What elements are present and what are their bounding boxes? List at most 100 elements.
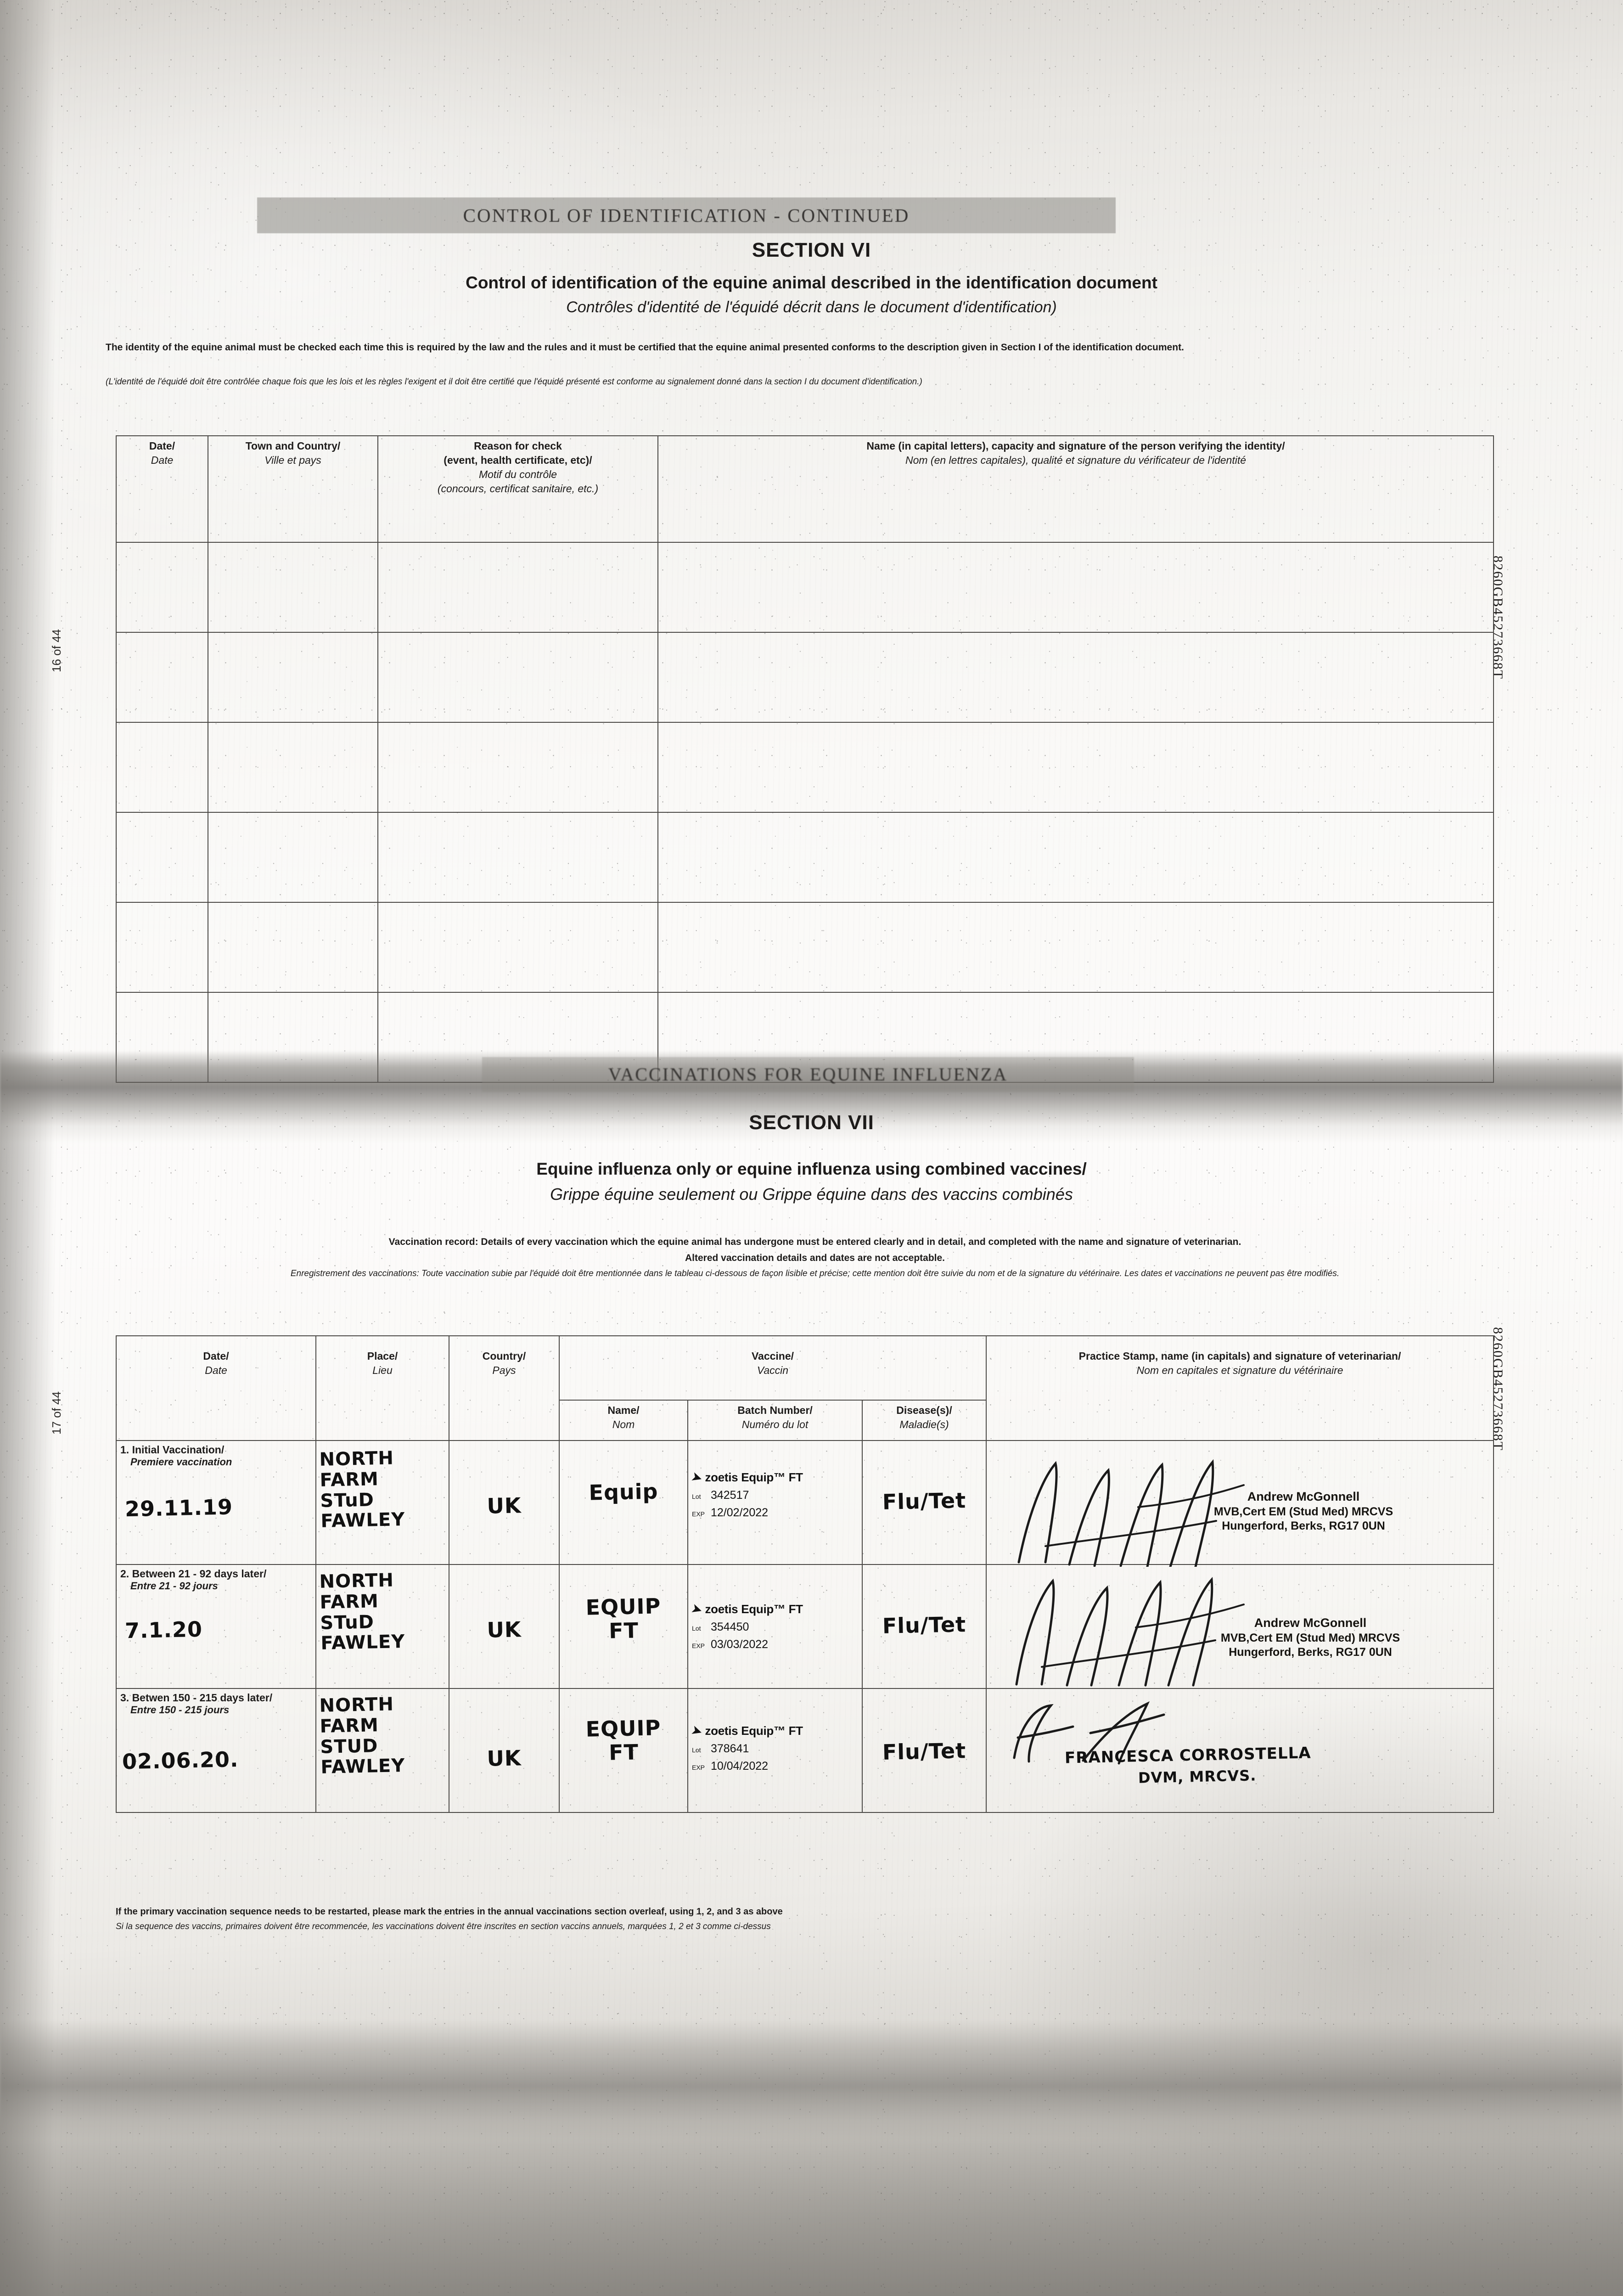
zoetis-logo: ➤ zoetis Equip™ FT: [690, 1722, 858, 1739]
vaccination-row[interactable]: 3. Betwen 150 - 215 days later/ Entre 15…: [116, 1688, 1494, 1813]
cell-date[interactable]: [116, 632, 208, 723]
table-row[interactable]: [116, 542, 1494, 633]
batch-label: Lot: [692, 1746, 701, 1754]
col-vax-date-en: Date/: [203, 1350, 229, 1362]
cell-practice-stamp[interactable]: Andrew McGonnell MVB,Cert EM (Stud Med) …: [986, 1440, 1494, 1567]
cell-practice-stamp[interactable]: Andrew McGonnell MVB,Cert EM (Stud Med) …: [986, 1564, 1494, 1689]
cell-disease[interactable]: Flu/Tet: [861, 1564, 987, 1689]
col-vax-date: Date/ Date: [116, 1335, 316, 1441]
cell-town[interactable]: [208, 542, 378, 633]
col-vaccine-group: Vaccine/ Vaccin: [558, 1335, 987, 1401]
sticker-brand-text: zoetis Equip™ FT: [705, 1470, 803, 1484]
section7-number: SECTION VII: [749, 1111, 874, 1134]
handwritten-place-line: NORTH: [319, 1694, 394, 1716]
section6-banner-text: CONTROL OF IDENTIFICATION - CONTINUED: [463, 205, 910, 226]
col-town-fr: Ville et pays: [264, 454, 321, 467]
cell-reason[interactable]: [377, 812, 658, 903]
sticker-brand-text: zoetis Equip™ FT: [705, 1602, 803, 1616]
col-verifier-fr: Nom (en lettres capitales), qualité et s…: [905, 454, 1247, 467]
vet-name: FRANCESCA CORROSTELLA: [1064, 1744, 1311, 1767]
handwritten-place-line: FARM: [320, 1714, 379, 1737]
exp-value: 12/02/2022: [710, 1506, 769, 1519]
handwritten-disease: Flu/Tet: [882, 1738, 966, 1765]
cell-reason[interactable]: [377, 632, 658, 723]
batch-label: Lot: [692, 1625, 701, 1632]
cell-vax-country[interactable]: UK: [449, 1440, 560, 1565]
zoetis-arrow-icon: ➤: [690, 1469, 704, 1486]
cell-town[interactable]: [208, 812, 378, 903]
cell-vax-place[interactable]: NORTH FARM STuD FAWLEY: [315, 1564, 449, 1689]
cell-vax-place[interactable]: NORTH FARM STuD FAWLEY: [315, 1440, 449, 1565]
cell-disease[interactable]: Flu/Tet: [861, 1688, 987, 1813]
cell-town[interactable]: [208, 902, 378, 993]
cell-vax-date[interactable]: 3. Betwen 150 - 215 days later/ Entre 15…: [116, 1688, 316, 1813]
col-disease-fr: Maladie(s): [899, 1418, 949, 1431]
col-reason-en: Reason for check: [474, 440, 562, 452]
section7-title-en: Equine influenza only or equine influenz…: [536, 1159, 1087, 1178]
col-vax-place-en: Place/: [367, 1350, 398, 1362]
cell-town[interactable]: [208, 632, 378, 723]
cell-verifier[interactable]: [657, 902, 1494, 993]
cell-vax-country[interactable]: UK: [449, 1688, 560, 1813]
table-row[interactable]: [116, 722, 1494, 813]
cell-verifier[interactable]: [657, 542, 1494, 633]
table-row[interactable]: [116, 902, 1494, 993]
cell-reason[interactable]: [377, 902, 658, 993]
cell-verifier[interactable]: [657, 632, 1494, 723]
col-vaccine-en: Vaccine/: [751, 1350, 794, 1362]
cell-vax-country[interactable]: UK: [449, 1564, 560, 1689]
col-vaccine-fr: Vaccin: [757, 1364, 789, 1377]
cell-date[interactable]: [116, 542, 208, 633]
cell-vaccine-name[interactable]: Equip: [559, 1440, 688, 1565]
cell-town[interactable]: [208, 992, 378, 1083]
section7-banner: VACCINATIONS FOR EQUINE INFLUENZA: [482, 1057, 1134, 1092]
cell-date[interactable]: [116, 722, 208, 813]
vaccine-sticker: ➤ zoetis Equip™ FT Lot 342517 EXP 12/02/…: [690, 1469, 858, 1519]
section6-table-wrap: Date/ Date Town and Country/ Ville et pa…: [116, 435, 1494, 1083]
cell-verifier[interactable]: [657, 812, 1494, 903]
cell-disease[interactable]: Flu/Tet: [861, 1440, 987, 1565]
exp-label: EXP: [692, 1642, 705, 1649]
table-row[interactable]: [116, 632, 1494, 723]
col-vax-country-en: Country/: [482, 1350, 526, 1362]
cell-reason[interactable]: [377, 722, 658, 813]
col-reason-fr: Motif du contrôle: [478, 468, 557, 481]
cell-verifier[interactable]: [657, 722, 1494, 813]
cell-vax-place[interactable]: NORTH FARM STUD FAWLEY: [315, 1688, 449, 1813]
cell-vax-date[interactable]: 2. Between 21 - 92 days later/ Entre 21 …: [116, 1564, 316, 1689]
zoetis-logo: ➤ zoetis Equip™ FT: [690, 1469, 858, 1486]
vet-practice-stamp: Andrew McGonnell MVB,Cert EM (Stud Med) …: [1143, 1489, 1464, 1533]
vet-practice-stamp: Andrew McGonnell MVB,Cert EM (Stud Med) …: [1147, 1615, 1473, 1660]
cell-vax-date[interactable]: 1. Initial Vaccination/ Premiere vaccina…: [116, 1440, 316, 1565]
col-practice-stamp: Practice Stamp, name (in capitals) and s…: [986, 1335, 1494, 1441]
cell-date[interactable]: [116, 902, 208, 993]
section7-instructions-fr: Enregistrement des vaccinations: Toute v…: [290, 1269, 1340, 1278]
vet-handwritten-name: FRANCESCA CORROSTELLA: [1065, 1744, 1311, 1767]
section6-title-en: Control of identification of the equine …: [466, 273, 1157, 292]
cell-reason[interactable]: [377, 542, 658, 633]
sticker-exp-row: EXP 12/02/2022: [692, 1506, 858, 1519]
table-row[interactable]: [116, 812, 1494, 903]
cell-vaccine-name[interactable]: EQUIP FT: [559, 1688, 688, 1813]
vet-name: Andrew McGonnell: [1247, 1490, 1360, 1503]
vaccination-row[interactable]: 1. Initial Vaccination/ Premiere vaccina…: [116, 1440, 1494, 1567]
cell-batch[interactable]: ➤ zoetis Equip™ FT Lot 378641 EXP 10/04/…: [687, 1688, 863, 1813]
cell-batch[interactable]: ➤ zoetis Equip™ FT Lot 342517 EXP 12/02/…: [687, 1440, 863, 1565]
col-verifier: Name (in capital letters), capacity and …: [657, 435, 1494, 543]
col-disease: Disease(s)/ Maladie(s): [861, 1400, 987, 1441]
handwritten-country: UK: [486, 1493, 522, 1519]
cell-date[interactable]: [116, 992, 208, 1083]
col-date: Date/ Date: [116, 435, 208, 543]
cell-batch[interactable]: ➤ zoetis Equip™ FT Lot 354450 EXP 03/03/…: [687, 1564, 863, 1689]
cell-date[interactable]: [116, 812, 208, 903]
section7-title-fr: Grippe équine seulement ou Grippe équine…: [550, 1185, 1073, 1204]
cell-vaccine-name[interactable]: EQUIP FT: [559, 1564, 688, 1689]
vet-name: Andrew McGonnell: [1254, 1616, 1367, 1630]
zoetis-arrow-icon: ➤: [690, 1601, 704, 1617]
zoetis-arrow-icon: ➤: [690, 1722, 704, 1739]
vaccination-row[interactable]: 2. Between 21 - 92 days later/ Entre 21 …: [116, 1564, 1494, 1689]
cell-practice-stamp[interactable]: FRANCESCA CORROSTELLA DVM, MRCVS.: [986, 1688, 1494, 1813]
vaccination-header-row-2: Name/ Nom Batch Number/ Numéro du lot Di…: [116, 1400, 1494, 1441]
section6-number: SECTION VI: [752, 239, 871, 261]
cell-town[interactable]: [208, 722, 378, 813]
